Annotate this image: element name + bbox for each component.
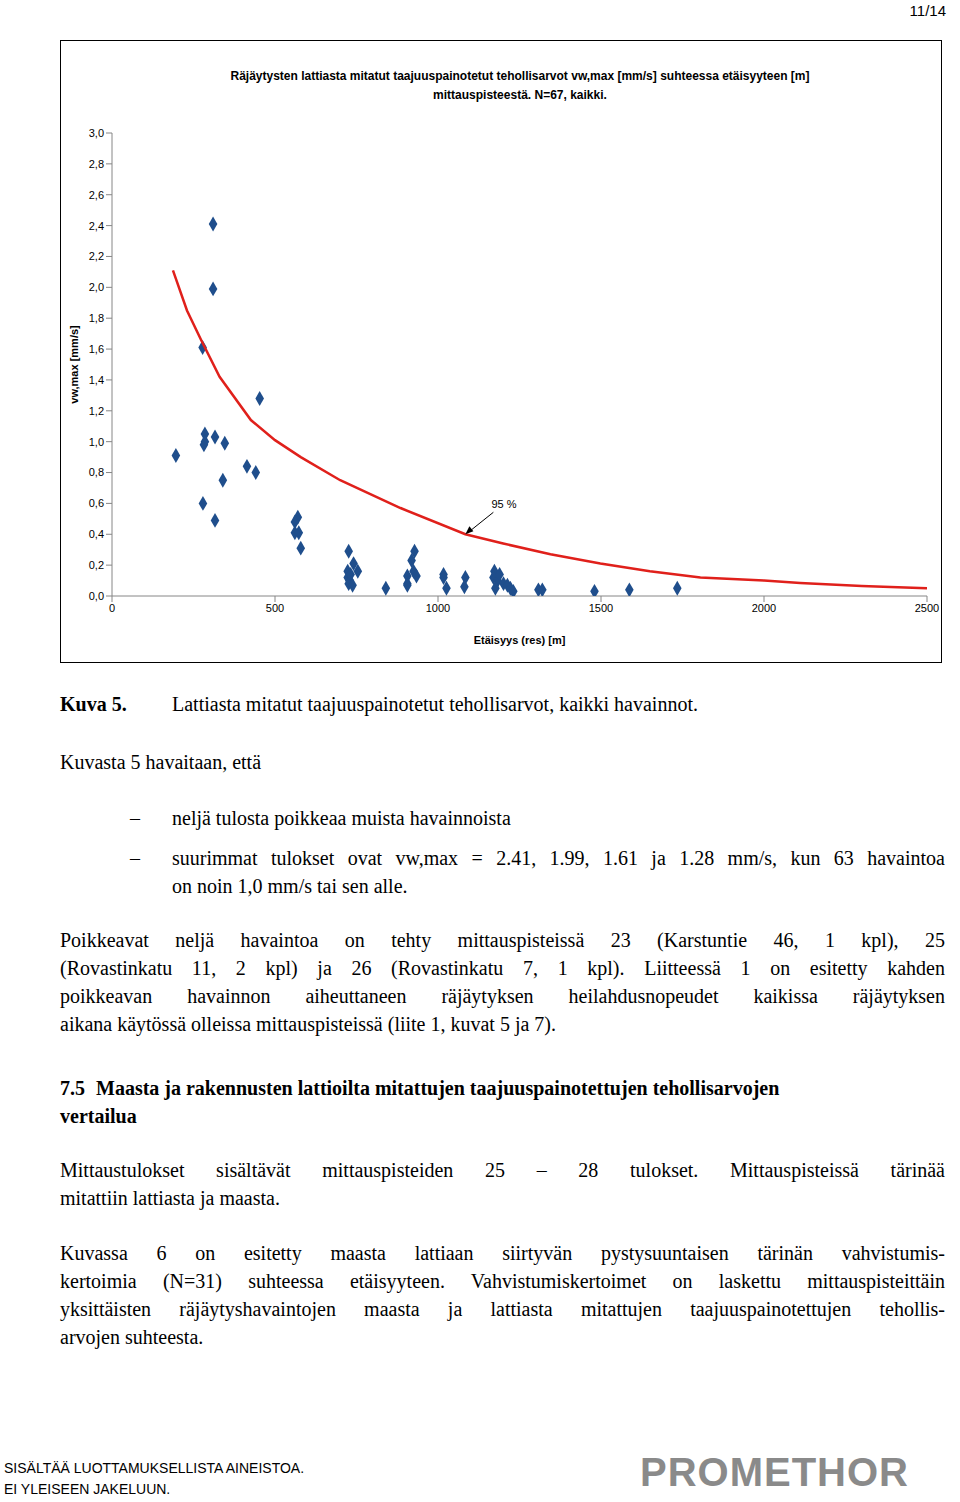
html-text:11/14: 11/14	[909, 2, 946, 19]
html-text:Räjäytysten lattiasta mitatut: Räjäytysten lattiasta mitatut taajuuspai…	[230, 69, 810, 83]
html-text:Kuvassa 6 on esitetty maasta l: Kuvassa 6 on esitetty maasta lattiaan si…	[60, 1242, 945, 1264]
html-text:mittauspisteestä. N=67, kaikki: mittauspisteestä. N=67, kaikki.	[433, 88, 607, 102]
svg-text:2000: 2000	[752, 602, 776, 614]
html-text:Mittaustulokset sisältävät mit: Mittaustulokset sisältävät mittauspistei…	[60, 1159, 945, 1181]
svg-text:1,0: 1,0	[89, 436, 104, 448]
html-text:vertailua: vertailua	[60, 1105, 137, 1127]
svg-text:vw,max [mm/s]: vw,max [mm/s]	[68, 325, 80, 404]
svg-text:1,6: 1,6	[89, 343, 104, 355]
svg-text:2,4: 2,4	[89, 220, 104, 232]
html-text:on noin 1,0 mm/s tai sen alle.: on noin 1,0 mm/s tai sen alle.	[172, 875, 408, 897]
html-text:yksittäisten räjäytyshavaintoj: yksittäisten räjäytyshavaintojen maasta …	[60, 1298, 945, 1320]
svg-text:2500: 2500	[915, 602, 939, 614]
svg-text:2,0: 2,0	[89, 281, 104, 293]
svg-text:2,8: 2,8	[89, 158, 104, 170]
html-text:Lattiasta mitatut taajuuspaino: Lattiasta mitatut taajuuspainotetut teho…	[172, 693, 698, 715]
svg-text:0,6: 0,6	[89, 497, 104, 509]
svg-text:2,2: 2,2	[89, 250, 104, 262]
html-text:Maasta ja rakennusten lattioil: Maasta ja rakennusten lattioilta mitattu…	[96, 1077, 780, 1099]
svg-text:1,8: 1,8	[89, 312, 104, 324]
html-text:Poikkeavat neljä havaintoa on: Poikkeavat neljä havaintoa on tehty mitt…	[60, 929, 945, 951]
html-text:7.5: 7.5	[60, 1077, 85, 1099]
svg-text:0,2: 0,2	[89, 559, 104, 571]
svg-text:0: 0	[109, 602, 115, 614]
html-text:aikana käytössä olleissa mitta: aikana käytössä olleissa mittauspisteiss…	[60, 1013, 556, 1035]
svg-text:1000: 1000	[426, 602, 450, 614]
svg-text:0,8: 0,8	[89, 466, 104, 478]
html-text:Kuvasta 5 havaitaan, että: Kuvasta 5 havaitaan, että	[60, 751, 261, 773]
html-text:EI YLEISEEN JAKELUUN.: EI YLEISEEN JAKELUUN.	[4, 1481, 171, 1497]
html-text:kertoimia (N=31) suhteessa etä: kertoimia (N=31) suhteessa etäisyyteen. …	[60, 1270, 945, 1292]
svg-text:0,0: 0,0	[89, 590, 104, 602]
svg-text:95 %: 95 %	[491, 498, 516, 510]
html-text:arvojen suhteesta.: arvojen suhteesta.	[60, 1326, 204, 1348]
html-text:PROMETHOR: PROMETHOR	[640, 1450, 909, 1494]
svg-text:1,4: 1,4	[89, 374, 104, 386]
svg-text:1500: 1500	[589, 602, 613, 614]
html-text:neljä tulosta poikkeaa muista: neljä tulosta poikkeaa muista havainnois…	[172, 807, 511, 829]
html-text:suurimmat tulokset ovat vw,max: suurimmat tulokset ovat vw,max = 2.41, 1…	[172, 847, 945, 869]
html-text:SISÄLTÄÄ LUOTTAMUKSELLISTA AIN: SISÄLTÄÄ LUOTTAMUKSELLISTA AINEISTOA.	[4, 1460, 305, 1476]
html-text:(Rovastinkatu 11, 2 kpl) ja 26: (Rovastinkatu 11, 2 kpl) ja 26 (Rovastin…	[60, 957, 945, 979]
svg-text:500: 500	[266, 602, 284, 614]
html-text:mitattiin lattiasta ja maasta.: mitattiin lattiasta ja maasta.	[60, 1187, 280, 1209]
html-text:Kuva 5.: Kuva 5.	[60, 693, 127, 715]
svg-text:0,4: 0,4	[89, 528, 104, 540]
html-text:poikkeavan havainnon aiheuttan: poikkeavan havainnon aiheuttaneen räjäyt…	[60, 985, 945, 1007]
svg-text:2,6: 2,6	[89, 189, 104, 201]
svg-text:3,0: 3,0	[89, 127, 104, 139]
svg-text:1,2: 1,2	[89, 405, 104, 417]
svg-text:Etäisyys (res) [m]: Etäisyys (res) [m]	[474, 634, 566, 646]
